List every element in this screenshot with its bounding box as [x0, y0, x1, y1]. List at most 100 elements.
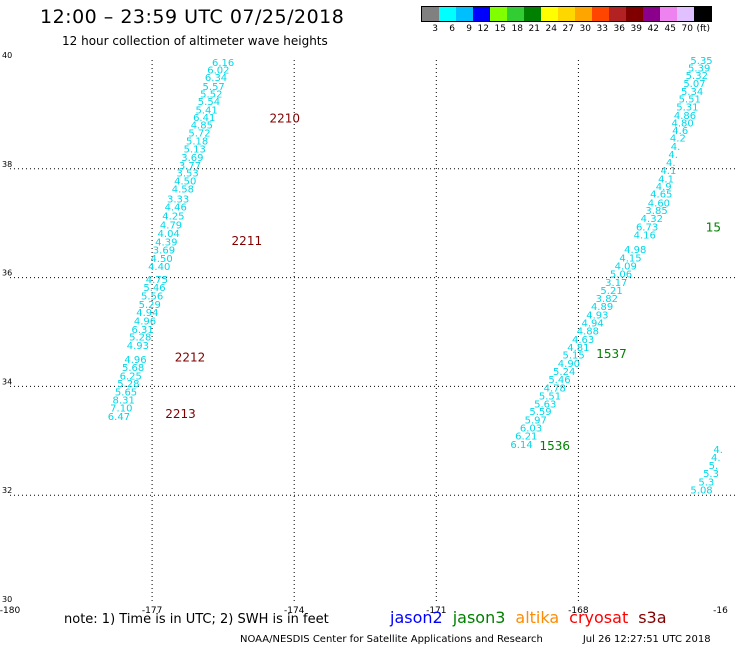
- swh-point-label: 5.18: [186, 136, 208, 147]
- grid-lines: [10, 60, 735, 604]
- color-scale-label: 30: [579, 24, 591, 34]
- color-scale-label: 6: [449, 24, 455, 34]
- swh-point-label: 4.15: [619, 253, 641, 264]
- x-tick-label: -16: [713, 606, 728, 616]
- swh-point-label: 5.51: [679, 94, 701, 105]
- swh-point-label: 6.47: [108, 412, 130, 423]
- color-scale-label: 21: [528, 24, 540, 34]
- swh-point-label: 4.16: [634, 230, 656, 241]
- swh-point-label: 4.9: [656, 182, 672, 193]
- x-tick-label: -177: [142, 606, 162, 616]
- swh-point-label: 5.57: [203, 82, 225, 93]
- swh-point-label: 5.39: [688, 63, 710, 74]
- swh-point-label: 5.28: [129, 333, 151, 344]
- axis-ticks: -180 -177 -174 -171 -168 -16 30 32 34 36 38 40: [0, 51, 728, 616]
- swh-point-label: 3.85: [645, 206, 667, 217]
- swh-point-label: 4.86: [674, 111, 696, 122]
- swh-point-label: 4.79: [160, 221, 182, 232]
- color-scale-label: 3: [432, 24, 438, 34]
- time-annotation: 2213: [165, 407, 196, 421]
- color-scale-label: 36: [613, 24, 625, 34]
- color-swatch: [558, 7, 575, 21]
- swh-point-label: 6.16: [212, 58, 234, 69]
- swh-point-label: 5.21: [600, 286, 622, 297]
- swh-point-label: 6.21: [515, 432, 537, 443]
- color-swatch: [541, 7, 558, 21]
- swh-point-label: 3.17: [605, 278, 627, 289]
- swh-point-label: 4.93: [127, 341, 149, 352]
- swh-point-label: 5.07: [683, 79, 705, 90]
- swh-point-label: 4.1: [658, 174, 674, 185]
- swh-point-label: 4.88: [577, 327, 599, 338]
- x-tick-label: -180: [0, 606, 20, 616]
- swh-point-label: 4.96: [134, 316, 156, 327]
- swh-point-label: 4.94: [581, 319, 603, 330]
- swh-point-label: 7.10: [110, 403, 132, 414]
- swh-point-label: 6.02: [207, 66, 229, 77]
- swh-point-label: 4.50: [174, 177, 196, 188]
- swh-point-label: 6.34: [205, 73, 227, 84]
- swh-point-label: 5.24: [553, 367, 575, 378]
- swh-point-label: 5.97: [525, 415, 547, 426]
- swh-point-label: 4.: [671, 142, 681, 153]
- swh-point-label: 5.08: [690, 486, 712, 497]
- swh-point-label: 5.51: [539, 391, 561, 402]
- swh-point-label: 5.63: [534, 400, 556, 411]
- color-swatch: [626, 7, 643, 21]
- satellite-legend-item: jason2: [390, 608, 443, 627]
- swh-point-label: 4.2: [670, 134, 686, 145]
- credit-org: NOAA/NESDIS Center for Satellite Applica…: [240, 634, 543, 645]
- swh-point-label: 4.93: [586, 310, 608, 321]
- color-swatch: [507, 7, 524, 21]
- color-swatch: [592, 7, 609, 21]
- footnote: note: 1) Time is in UTC; 2) SWH is in fe…: [64, 612, 329, 627]
- swh-point-label: 5.46: [143, 283, 165, 294]
- swh-point-label: 4.78: [544, 383, 566, 394]
- credit-line: NOAA/NESDIS Center for Satellite Applica…: [240, 634, 740, 645]
- color-swatch: [439, 7, 456, 21]
- swh-point-label: 6.03: [520, 424, 542, 435]
- credit-timestamp: Jul 26 12:27:51 UTC 2018: [582, 634, 711, 645]
- swh-point-label: 4.80: [671, 118, 693, 129]
- swh-point-label: 4.6: [672, 126, 688, 137]
- swh-point-label: 5.68: [122, 363, 144, 374]
- x-tick-label: -174: [284, 606, 305, 616]
- swh-point-label: 4.65: [650, 190, 672, 201]
- swh-point-label: 4.40: [148, 262, 170, 273]
- swh-point-label: 5.54: [198, 97, 220, 108]
- y-tick-label: 36: [2, 269, 12, 278]
- color-swatch: [609, 7, 626, 21]
- time-annotation: 1537: [596, 347, 627, 361]
- swh-point-label: 5.41: [195, 105, 217, 116]
- color-scale-label: 24: [545, 24, 557, 34]
- swh-point-label: 6.73: [636, 222, 658, 233]
- swh-point-label: 6.41: [193, 113, 215, 124]
- color-scale-label: (ft): [696, 24, 710, 34]
- swh-point-label: 3.53: [176, 168, 198, 179]
- swh-point-label: 5.35: [690, 56, 712, 67]
- swh-point-label: 4.: [713, 445, 723, 456]
- swh-point-label: 3.82: [596, 294, 618, 305]
- swh-point-label: 5.15: [563, 351, 585, 362]
- y-tick-label: 38: [2, 160, 12, 169]
- x-tick-label: -168: [568, 606, 589, 616]
- color-swatch: [490, 7, 507, 21]
- color-scale-label: 15: [494, 24, 506, 34]
- x-tick-label: -171: [426, 606, 446, 616]
- swh-point-label: 4.1: [660, 166, 676, 177]
- swh-point-label: 4.39: [155, 238, 177, 249]
- swh-point-label: 4.75: [146, 275, 168, 286]
- swh-point-label: 3.69: [153, 246, 175, 257]
- time-annotation: 15: [706, 220, 721, 234]
- swh-point-label: 4.85: [191, 121, 213, 132]
- swh-point-label: 5.28: [117, 379, 139, 390]
- annotations: 2210 2211 2212 2213 1537 1536 15: [165, 112, 721, 453]
- swh-point-label: 4.: [668, 150, 678, 161]
- time-annotation: 2211: [232, 234, 263, 248]
- chart-title: 12:00 – 23:59 UTC 07/25/2018: [40, 6, 345, 28]
- swh-point-label: 4.94: [136, 308, 158, 319]
- swh-point-label: 5.59: [529, 407, 551, 418]
- swh-point-label: 5.34: [681, 87, 703, 98]
- satellite-legend-item: jason3: [452, 608, 506, 627]
- color-scale-label: 42: [647, 24, 659, 34]
